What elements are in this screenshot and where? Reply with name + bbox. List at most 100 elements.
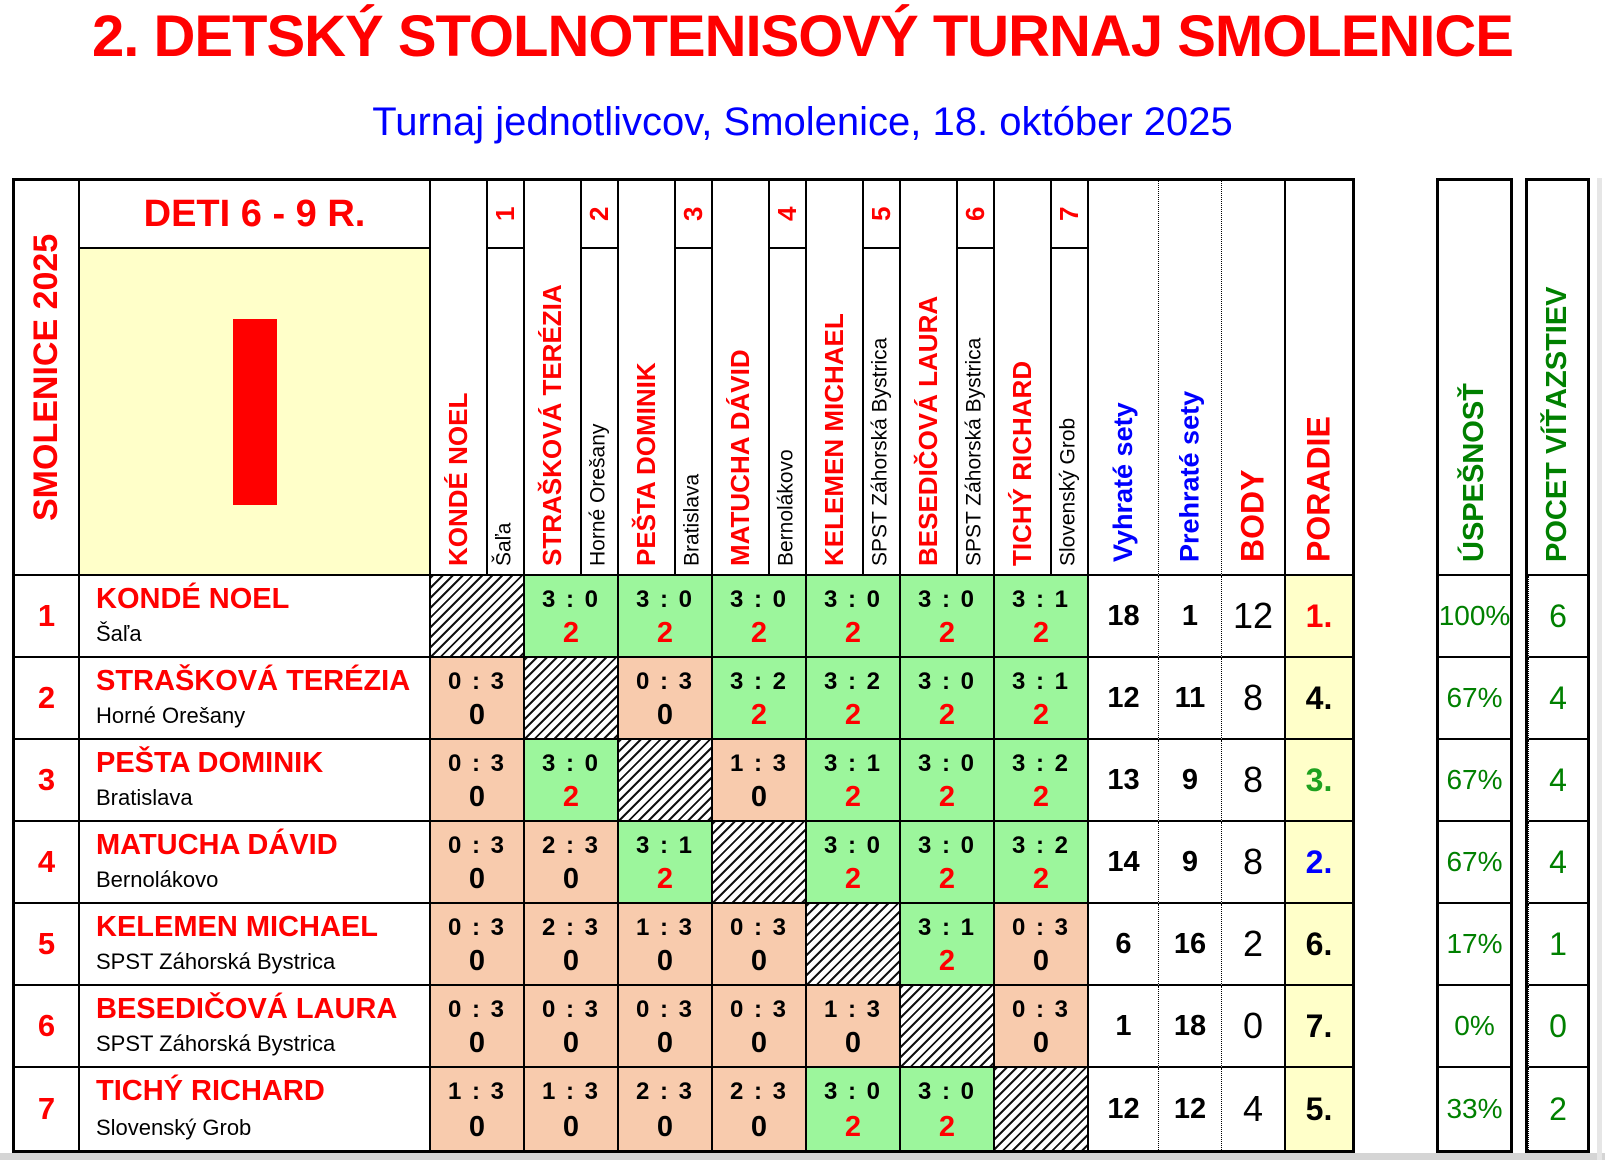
points-total-value: 8 — [1222, 740, 1286, 822]
match-result-cell: 0 : 3 0 — [525, 986, 619, 1068]
match-result-cell: 1 : 3 0 — [713, 740, 807, 822]
points-label: BODY — [1234, 469, 1271, 562]
set-score-value: 1 : 3 — [729, 750, 789, 777]
match-points-value: 0 — [750, 1027, 768, 1059]
match-result-cell: 2 : 3 0 — [619, 1068, 713, 1150]
opponent-number-box: 7 — [1050, 181, 1087, 249]
sets-lost-value: 11 — [1159, 658, 1222, 740]
player-club: SPST Záhorská Bystrica — [96, 1031, 336, 1056]
player-cell: MATUCHA DÁVID Bernolákovo — [80, 822, 431, 904]
match-result-cell: 0 : 3 0 — [713, 904, 807, 986]
row-number: 5 — [15, 904, 80, 986]
set-score-value: 3 : 0 — [917, 586, 977, 613]
match-points-value: 0 — [562, 863, 580, 895]
match-result-cell: 3 : 0 2 — [901, 740, 995, 822]
match-points-value: 0 — [656, 699, 674, 731]
match-result-cell: 3 : 1 2 — [995, 658, 1089, 740]
self-match-cell — [525, 658, 619, 740]
player-cell: KONDÉ NOEL Šaľa — [80, 576, 431, 658]
set-score-value: 0 : 3 — [635, 668, 695, 695]
set-score-value: 1 : 3 — [447, 1078, 507, 1105]
set-score-value: 0 : 3 — [1011, 914, 1071, 941]
set-score-value: 3 : 2 — [1011, 750, 1071, 777]
sets-lost-value: 12 — [1159, 1068, 1222, 1150]
match-points-value: 0 — [750, 1111, 768, 1143]
opponent-name: STRAŠKOVÁ TERÉZIA — [537, 284, 568, 566]
set-score-value: 0 : 3 — [635, 996, 695, 1023]
set-score-value: 0 : 3 — [1011, 996, 1071, 1023]
win-count-label: POCET VÍŤAZSTIEV — [1541, 286, 1573, 562]
win-count-value: 6 — [1528, 576, 1587, 658]
win-count-value: 0 — [1528, 986, 1587, 1068]
player-club: Horné Orešany — [96, 703, 246, 728]
season-label: SMOLENICE 2025 — [27, 233, 65, 522]
set-score-value: 0 : 3 — [447, 832, 507, 859]
points-total-value: 0 — [1222, 986, 1286, 1068]
match-points-value: 0 — [468, 863, 486, 895]
win-count-value: 1 — [1528, 904, 1587, 986]
match-points-value: 2 — [656, 617, 674, 649]
match-result-cell: 0 : 3 0 — [431, 740, 525, 822]
opponent-number-box: 6 — [956, 181, 993, 249]
match-points-value: 0 — [562, 1027, 580, 1059]
opponent-number-box: 4 — [768, 181, 805, 249]
row-number: 2 — [15, 658, 80, 740]
match-points-value: 2 — [844, 699, 862, 731]
player-club: Šaľa — [96, 621, 142, 646]
match-points-value: 2 — [656, 863, 674, 895]
page-title: 2. DETSKÝ STOLNOTENISOVÝ TURNAJ SMOLENIC… — [91, 4, 1514, 69]
win-count-value: 4 — [1528, 658, 1587, 740]
sets-lost-value: 16 — [1159, 904, 1222, 986]
rank-value: 1. — [1286, 576, 1352, 658]
match-points-value: 0 — [562, 945, 580, 977]
player-cell: PEŠTA DOMINIK Bratislava — [80, 740, 431, 822]
rank-value: 2. — [1286, 822, 1352, 904]
group-numeral: I — [232, 318, 277, 505]
sets-won-value: 13 — [1089, 740, 1159, 822]
win-count-value: 4 — [1528, 822, 1587, 904]
set-score-value: 3 : 1 — [1011, 668, 1071, 695]
match-points-value: 2 — [750, 617, 768, 649]
opponent-name: KELEMEN MICHAEL — [819, 313, 850, 566]
player-cell: KELEMEN MICHAEL SPST Záhorská Bystrica — [80, 904, 431, 986]
match-result-cell: 1 : 3 0 — [525, 1068, 619, 1150]
opponent-header-cell: 2 STRAŠKOVÁ TERÉZIA Horné Orešany — [525, 181, 619, 576]
match-points-value: 2 — [844, 781, 862, 813]
sets-won-label: Vyhraté sety — [1108, 402, 1138, 562]
set-score-value: 3 : 2 — [1011, 832, 1071, 859]
opponent-number: 1 — [490, 206, 521, 222]
sets-won-value: 18 — [1089, 576, 1159, 658]
self-match-cell — [901, 986, 995, 1068]
match-result-cell: 0 : 3 0 — [713, 986, 807, 1068]
opponent-number-box: 5 — [862, 181, 899, 249]
opponent-club: SPST Záhorská Bystrica — [962, 337, 986, 566]
rank-value: 4. — [1286, 658, 1352, 740]
player-club: Bratislava — [96, 785, 193, 810]
player-name: MATUCHA DÁVID — [96, 829, 338, 861]
match-points-value: 2 — [844, 1111, 862, 1143]
next-table-edge — [0, 1153, 1605, 1160]
opponent-name: TICHÝ RICHARD — [1007, 360, 1038, 566]
set-score-value: 3 : 2 — [823, 668, 883, 695]
sets-won-value: 6 — [1089, 904, 1159, 986]
player-name: BESEDIČOVÁ LAURA — [96, 993, 398, 1025]
category-header-cell: DETI 6 - 9 R. I — [80, 181, 431, 576]
set-score-value: 0 : 3 — [729, 914, 789, 941]
match-result-cell: 0 : 3 0 — [619, 658, 713, 740]
match-result-cell: 3 : 1 2 — [807, 740, 901, 822]
opponent-number: 4 — [772, 206, 803, 222]
opponent-header-cell: 1 KONDÉ NOEL Šaľa — [431, 181, 525, 576]
set-score-value: 3 : 0 — [541, 750, 601, 777]
match-result-cell: 3 : 0 2 — [525, 576, 619, 658]
opponent-number-box: 1 — [486, 181, 523, 249]
set-score-value: 0 : 3 — [447, 996, 507, 1023]
set-score-value: 3 : 0 — [823, 586, 883, 613]
success-rate-label: ÚSPEŠNOSŤ — [1458, 383, 1490, 562]
self-match-cell — [713, 822, 807, 904]
player-cell: STRAŠKOVÁ TERÉZIA Horné Orešany — [80, 658, 431, 740]
player-club: Bernolákovo — [96, 867, 219, 892]
set-score-value: 3 : 0 — [541, 586, 601, 613]
set-score-value: 3 : 1 — [635, 832, 695, 859]
player-club: SPST Záhorská Bystrica — [96, 949, 336, 974]
